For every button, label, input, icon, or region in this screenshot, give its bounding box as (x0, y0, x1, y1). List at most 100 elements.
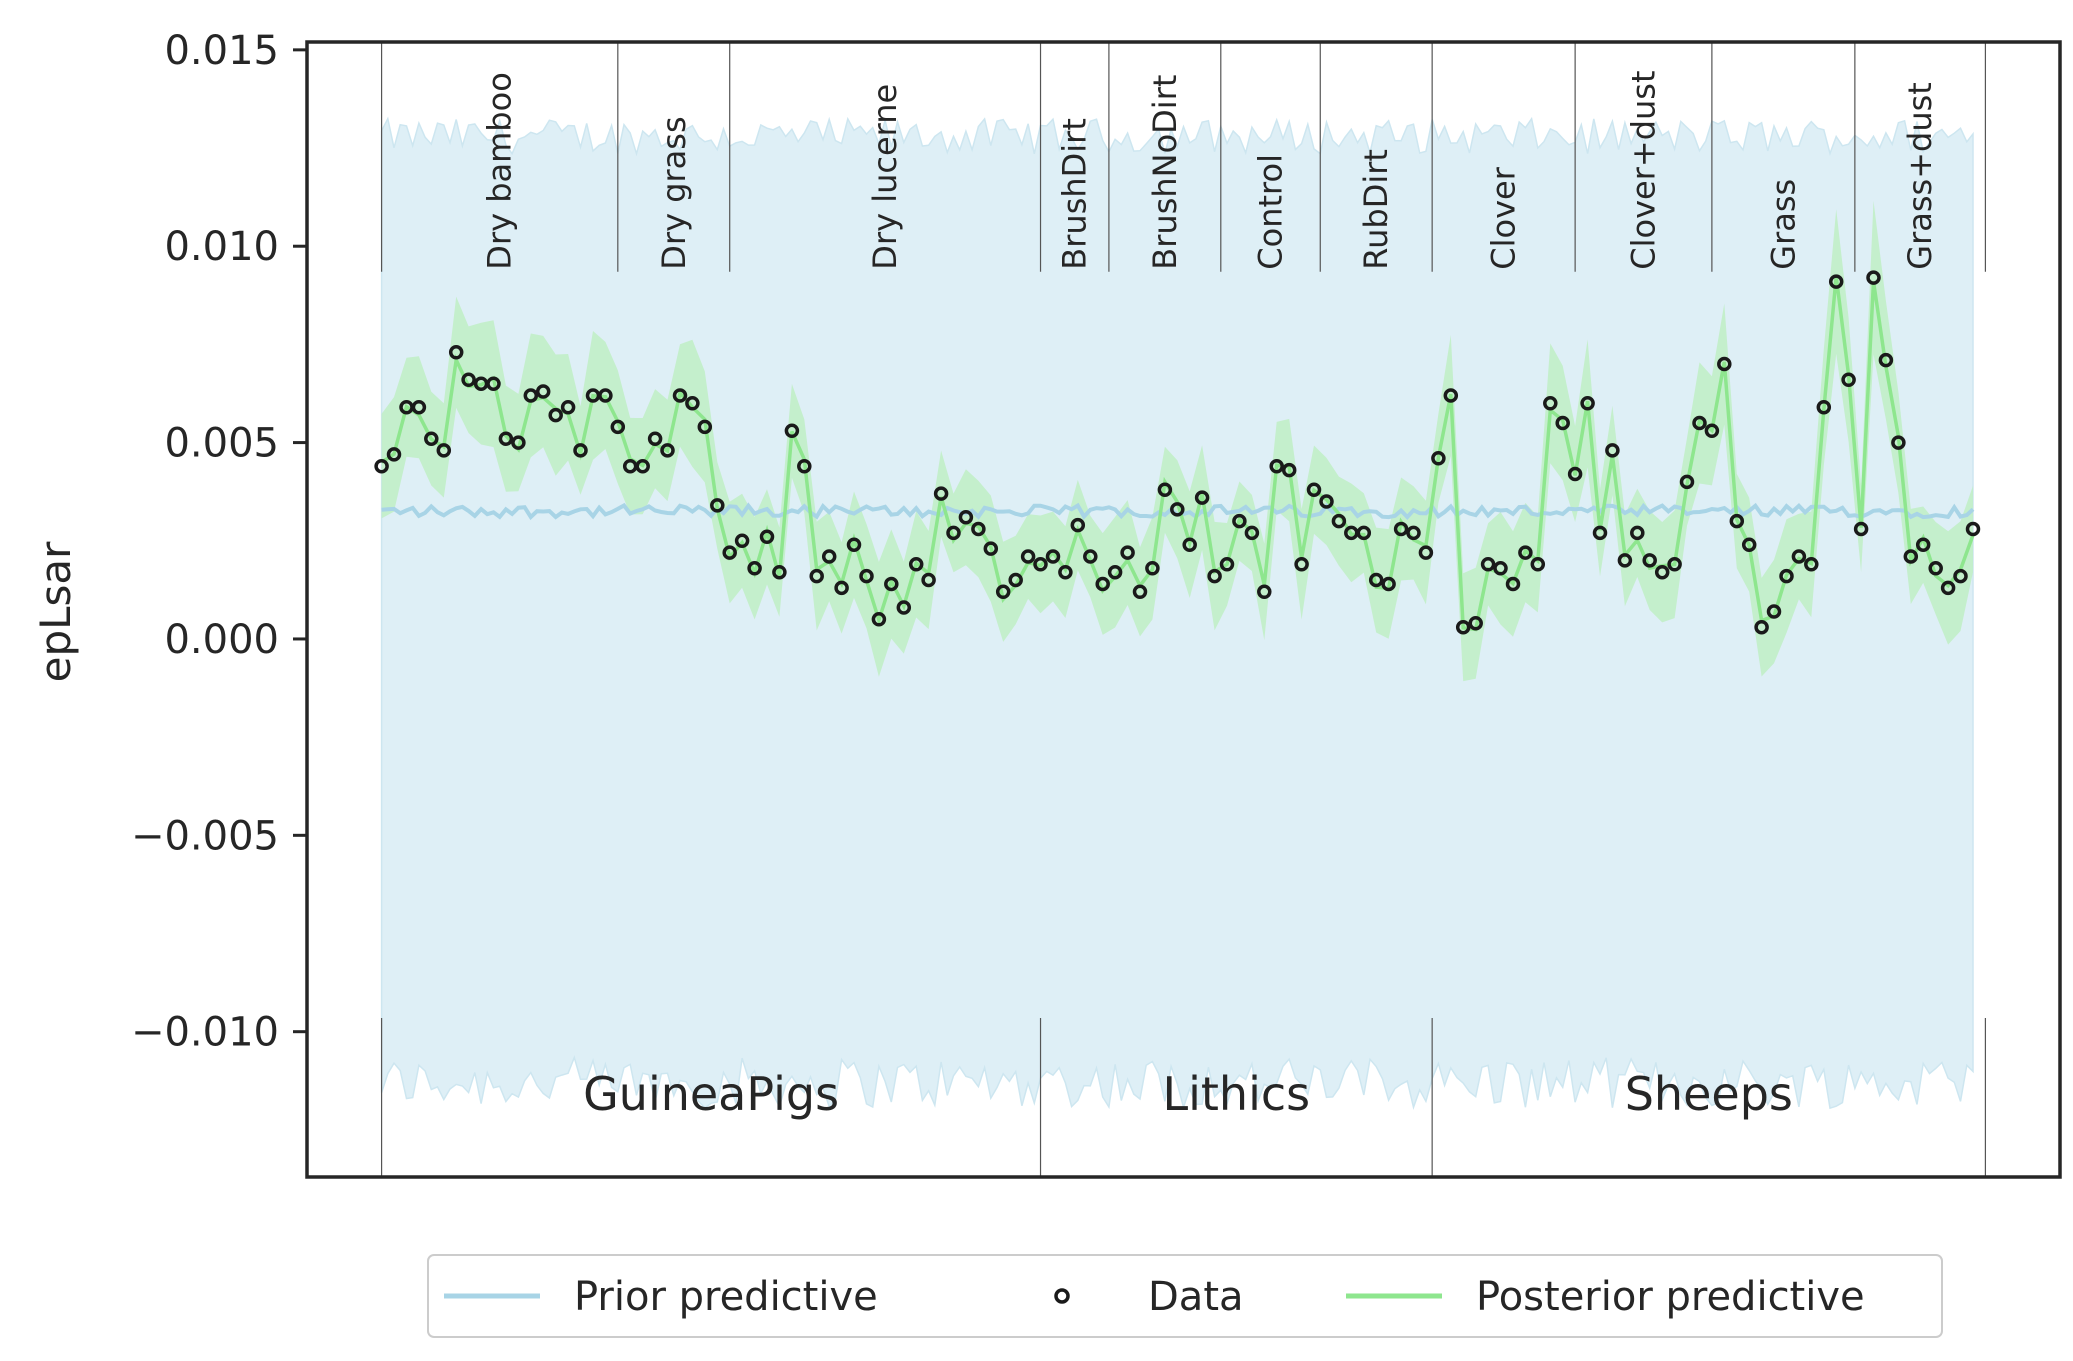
data-point (1791, 549, 1807, 564)
data-point (1630, 525, 1645, 541)
y-tick-label: 0.015 (164, 28, 279, 74)
data-point (896, 600, 912, 615)
data-point (1915, 537, 1931, 552)
data-point (672, 388, 688, 403)
data-point (1729, 513, 1745, 529)
data-point (921, 572, 936, 588)
data-point (386, 447, 402, 462)
data-point (685, 396, 700, 411)
y-tick-label: −0.010 (131, 1010, 279, 1056)
y-tick-label: 0.010 (164, 224, 279, 270)
data-point (1505, 576, 1521, 592)
data-point (622, 458, 638, 474)
data-point (971, 521, 986, 537)
data-point (1605, 443, 1620, 458)
data-point (1431, 451, 1446, 466)
data-point (1555, 415, 1570, 431)
data-point (834, 580, 849, 596)
data-point (498, 431, 514, 446)
data-point (1816, 399, 1832, 415)
legend-data-marker (1054, 1288, 1070, 1304)
data-point (1008, 572, 1023, 588)
legend-prior-label: Prior predictive (574, 1274, 878, 1320)
data-point (1841, 372, 1856, 388)
data-point (635, 458, 650, 474)
data-point (809, 568, 824, 584)
data-point (523, 388, 539, 403)
data-point (1170, 502, 1185, 517)
data-point (411, 399, 427, 415)
data-point (1033, 557, 1048, 572)
category-label: Dry bamboo (481, 72, 519, 269)
category-label: Grass (1764, 179, 1802, 270)
legend-frame (427, 1254, 1943, 1338)
data-point (1281, 462, 1297, 478)
data-point (1518, 545, 1533, 560)
category-label: Grass+dust (1901, 82, 1939, 270)
data-point (560, 399, 576, 415)
data-point (1145, 561, 1160, 576)
y-tick-label: −0.005 (131, 813, 279, 859)
data-point (995, 584, 1011, 600)
y-tick-label: 0.000 (164, 617, 279, 663)
data-point (1294, 557, 1309, 572)
data-point (1903, 549, 1919, 564)
data-point (1766, 604, 1782, 619)
data-point (448, 345, 464, 360)
y-axis: 0.015 0.010 0.005 0.000 −0.005 −0.010 (131, 28, 307, 1056)
data-point (1083, 549, 1098, 564)
axes-frame (305, 40, 2062, 1179)
data-point (1306, 482, 1322, 497)
data-point (399, 399, 414, 415)
data-point (697, 419, 713, 435)
data-point (1244, 525, 1260, 541)
data-point (1530, 557, 1546, 572)
data-point (1319, 494, 1334, 509)
data-point (511, 435, 526, 450)
y-axis-title: epLsar (31, 541, 80, 683)
legend-data-label: Data (1148, 1274, 1244, 1320)
category-label: BrushDirt (1056, 118, 1094, 270)
data-point (1194, 490, 1210, 505)
data-point (1480, 557, 1496, 572)
data-point (1567, 466, 1583, 482)
data-point (1393, 521, 1409, 537)
data-point (946, 525, 961, 541)
prior-predictive-band (380, 116, 1974, 1111)
data-point (1381, 576, 1396, 592)
data-point (1853, 521, 1869, 537)
data-point (1940, 580, 1956, 596)
data-point (1219, 557, 1235, 572)
data-point (610, 419, 626, 435)
data-point (647, 431, 663, 446)
data-point (1828, 274, 1844, 289)
data-point (573, 443, 588, 458)
data-point (1804, 557, 1819, 572)
data-point (797, 458, 812, 474)
data-point (859, 568, 874, 584)
legend: Prior predictive Data Posterior predicti… (427, 1254, 1943, 1338)
data-point (821, 549, 837, 564)
data-point (1356, 525, 1372, 541)
data-point (1965, 521, 1981, 537)
data-point (1095, 576, 1110, 592)
data-point (772, 564, 787, 580)
group-label: Sheeps (1625, 1067, 1793, 1121)
data-point (884, 576, 899, 592)
data-point (1692, 415, 1707, 431)
data-point (784, 423, 800, 439)
data-point (1443, 388, 1459, 403)
data-point (908, 557, 924, 572)
data-point (1667, 557, 1682, 572)
data-point (1617, 553, 1633, 568)
category-label: Control (1252, 154, 1290, 270)
data-point (1269, 458, 1284, 474)
data-point (548, 407, 563, 423)
data-point (1368, 572, 1384, 588)
data-point (1157, 482, 1173, 497)
data-point (461, 372, 476, 388)
data-point (1232, 513, 1247, 529)
data-point (933, 486, 949, 501)
category-label: Clover+dust (1625, 70, 1663, 269)
